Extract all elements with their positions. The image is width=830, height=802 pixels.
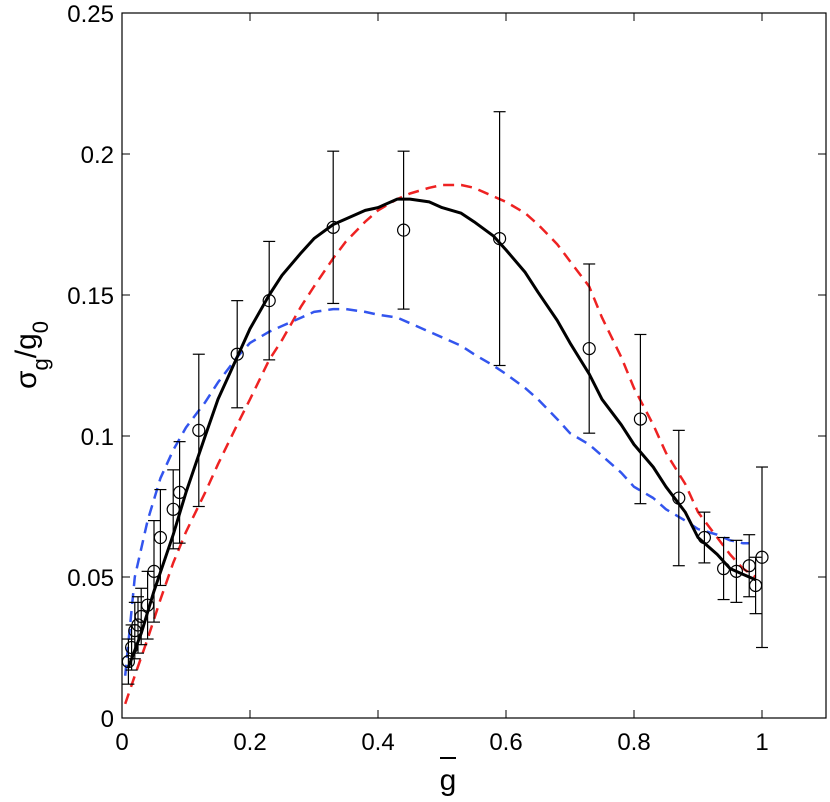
x-tick-label: 0.2 — [233, 729, 266, 756]
y-axis-label: σg/g0 — [10, 321, 53, 389]
tick-labels: 0 0.2 0.4 0.6 0.8 1 0 0.05 0.1 0.15 0.2 0.25 — [67, 1, 768, 756]
y-label-sigma: σ — [10, 370, 43, 389]
y-label-over-g: /g — [10, 333, 43, 358]
data-point — [755, 550, 769, 564]
data-point — [153, 530, 167, 545]
y-tick-label: 0.2 — [81, 142, 114, 169]
y-tick-label: 0.1 — [81, 424, 114, 451]
x-tick-label: 1 — [755, 729, 768, 756]
plot-marks — [121, 111, 769, 705]
data-point — [582, 341, 596, 356]
y-tick-label: 0.15 — [67, 283, 114, 310]
data-point — [326, 220, 340, 234]
y-tick-label: 0.05 — [67, 565, 114, 592]
solid-curve-0 — [126, 197, 757, 668]
x-tick-label: 0 — [115, 729, 128, 756]
data-point — [131, 618, 145, 632]
svg-text:σg/g0: σg/g0 — [10, 321, 53, 389]
x-tick-label: 0.6 — [489, 729, 522, 756]
data-point — [493, 232, 507, 246]
data-point — [672, 491, 686, 505]
data-point — [262, 294, 276, 308]
data-point — [230, 347, 244, 361]
data-point — [716, 561, 731, 576]
dashed-curve-1 — [124, 183, 757, 705]
x-tick-label: 0.8 — [617, 729, 650, 756]
y-label-sub-g: g — [28, 358, 53, 370]
data-point — [729, 564, 744, 578]
tick-marks — [121, 12, 826, 719]
x-axis-label-text: g — [440, 764, 457, 797]
y-tick-label: 0 — [101, 706, 114, 733]
y-tick-label: 0.25 — [67, 1, 114, 28]
data-point — [633, 412, 648, 426]
axes-frame — [121, 12, 827, 719]
x-axis-label: g — [440, 757, 457, 797]
dashed-curve-2 — [123, 307, 750, 676]
x-tick-label: 0.4 — [361, 729, 394, 756]
data-point — [173, 485, 187, 499]
y-label-sub-0: 0 — [28, 321, 53, 333]
data-point — [397, 223, 411, 237]
data-point — [697, 530, 712, 545]
data-point — [192, 423, 206, 437]
